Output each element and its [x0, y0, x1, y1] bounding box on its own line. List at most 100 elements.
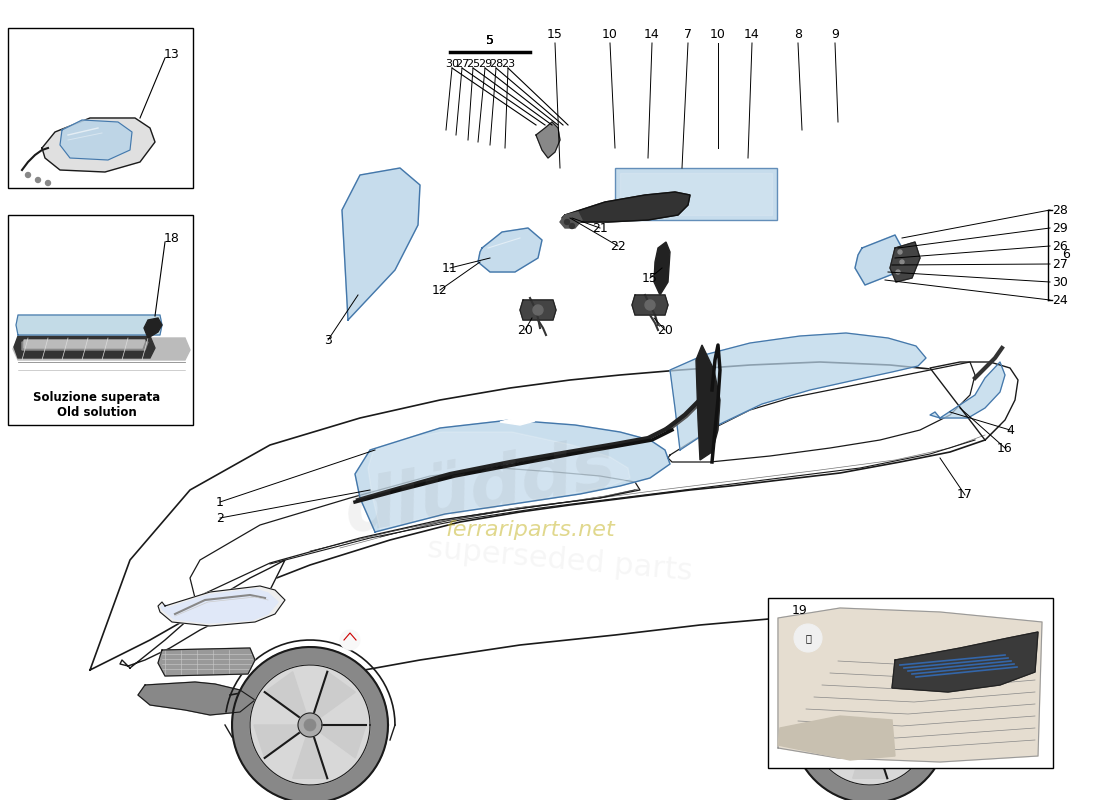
- Polygon shape: [632, 295, 668, 315]
- Text: 3: 3: [324, 334, 332, 346]
- Circle shape: [645, 300, 654, 310]
- Circle shape: [35, 178, 41, 182]
- Polygon shape: [778, 608, 1042, 762]
- Polygon shape: [138, 682, 255, 715]
- Polygon shape: [298, 713, 322, 737]
- Text: 30: 30: [446, 59, 459, 69]
- Polygon shape: [536, 122, 560, 158]
- Polygon shape: [265, 672, 306, 718]
- Text: 10: 10: [711, 29, 726, 42]
- Text: 5: 5: [486, 34, 494, 46]
- Polygon shape: [90, 362, 1005, 670]
- Polygon shape: [320, 725, 366, 758]
- Text: 28: 28: [1052, 203, 1068, 217]
- Polygon shape: [855, 235, 902, 285]
- Text: 27: 27: [455, 59, 469, 69]
- Text: 9: 9: [832, 29, 839, 42]
- Circle shape: [534, 305, 543, 315]
- Text: 14: 14: [744, 29, 760, 42]
- Polygon shape: [792, 647, 948, 800]
- Polygon shape: [24, 340, 145, 348]
- Polygon shape: [368, 432, 630, 529]
- Polygon shape: [668, 362, 975, 462]
- Polygon shape: [14, 336, 155, 358]
- Circle shape: [898, 250, 902, 254]
- Text: 29: 29: [477, 59, 492, 69]
- Bar: [8, 215, 192, 425]
- Polygon shape: [13, 338, 190, 360]
- Bar: [768, 598, 1053, 768]
- Polygon shape: [814, 725, 860, 758]
- Text: ferrariparts.net: ferrariparts.net: [446, 520, 615, 540]
- Text: 23: 23: [500, 59, 515, 69]
- Text: 11: 11: [442, 262, 458, 274]
- Polygon shape: [16, 315, 162, 335]
- Circle shape: [304, 719, 316, 731]
- Bar: [615, 168, 777, 220]
- Polygon shape: [560, 212, 582, 228]
- Polygon shape: [562, 192, 690, 222]
- Polygon shape: [892, 632, 1038, 692]
- Polygon shape: [873, 672, 915, 718]
- Text: 6: 6: [1062, 249, 1070, 262]
- Text: 12: 12: [432, 283, 448, 297]
- Polygon shape: [670, 333, 926, 450]
- Circle shape: [340, 630, 360, 650]
- Text: 5: 5: [486, 34, 494, 46]
- Text: 20: 20: [517, 323, 532, 337]
- Polygon shape: [858, 713, 882, 737]
- Polygon shape: [520, 300, 556, 320]
- Polygon shape: [930, 362, 1005, 418]
- Polygon shape: [478, 228, 542, 272]
- Polygon shape: [250, 665, 370, 785]
- Polygon shape: [60, 120, 132, 160]
- Polygon shape: [810, 665, 930, 785]
- Text: 18: 18: [164, 231, 180, 245]
- Polygon shape: [696, 345, 720, 460]
- Circle shape: [45, 181, 51, 186]
- Polygon shape: [314, 672, 355, 718]
- Text: 2: 2: [216, 511, 224, 525]
- Text: 21: 21: [592, 222, 608, 234]
- Polygon shape: [654, 242, 670, 295]
- Polygon shape: [42, 118, 155, 172]
- Text: Soluzione superata: Soluzione superata: [33, 391, 161, 405]
- Polygon shape: [293, 737, 328, 778]
- Circle shape: [570, 223, 574, 229]
- Polygon shape: [778, 716, 895, 760]
- Polygon shape: [120, 560, 285, 668]
- Text: 24: 24: [1052, 294, 1068, 306]
- Text: 15: 15: [642, 271, 658, 285]
- Text: dlüdds: dlüdds: [339, 432, 622, 548]
- Polygon shape: [190, 468, 640, 598]
- Text: 15: 15: [547, 29, 563, 42]
- Text: 5: 5: [486, 34, 494, 46]
- Polygon shape: [355, 420, 670, 532]
- Text: 4: 4: [1006, 423, 1014, 437]
- Polygon shape: [500, 418, 535, 425]
- Polygon shape: [158, 586, 285, 626]
- Bar: [8, 28, 192, 188]
- Text: superseded parts: superseded parts: [426, 534, 694, 586]
- Polygon shape: [144, 318, 162, 338]
- Polygon shape: [161, 589, 278, 623]
- Polygon shape: [890, 242, 920, 282]
- Text: 27: 27: [1052, 258, 1068, 270]
- Text: 14: 14: [645, 29, 660, 42]
- Polygon shape: [880, 725, 926, 758]
- Text: 8: 8: [794, 29, 802, 42]
- Text: 28: 28: [488, 59, 503, 69]
- Text: 25: 25: [466, 59, 480, 69]
- Text: 19: 19: [792, 603, 807, 617]
- Polygon shape: [158, 648, 255, 676]
- Polygon shape: [620, 173, 772, 215]
- Text: 26: 26: [1052, 239, 1068, 253]
- Circle shape: [900, 260, 904, 264]
- Polygon shape: [852, 737, 888, 778]
- Text: 20: 20: [657, 323, 673, 337]
- Polygon shape: [825, 672, 867, 718]
- Text: Old solution: Old solution: [57, 406, 136, 418]
- Polygon shape: [930, 362, 1018, 440]
- Polygon shape: [254, 725, 300, 758]
- Text: 22: 22: [610, 239, 626, 253]
